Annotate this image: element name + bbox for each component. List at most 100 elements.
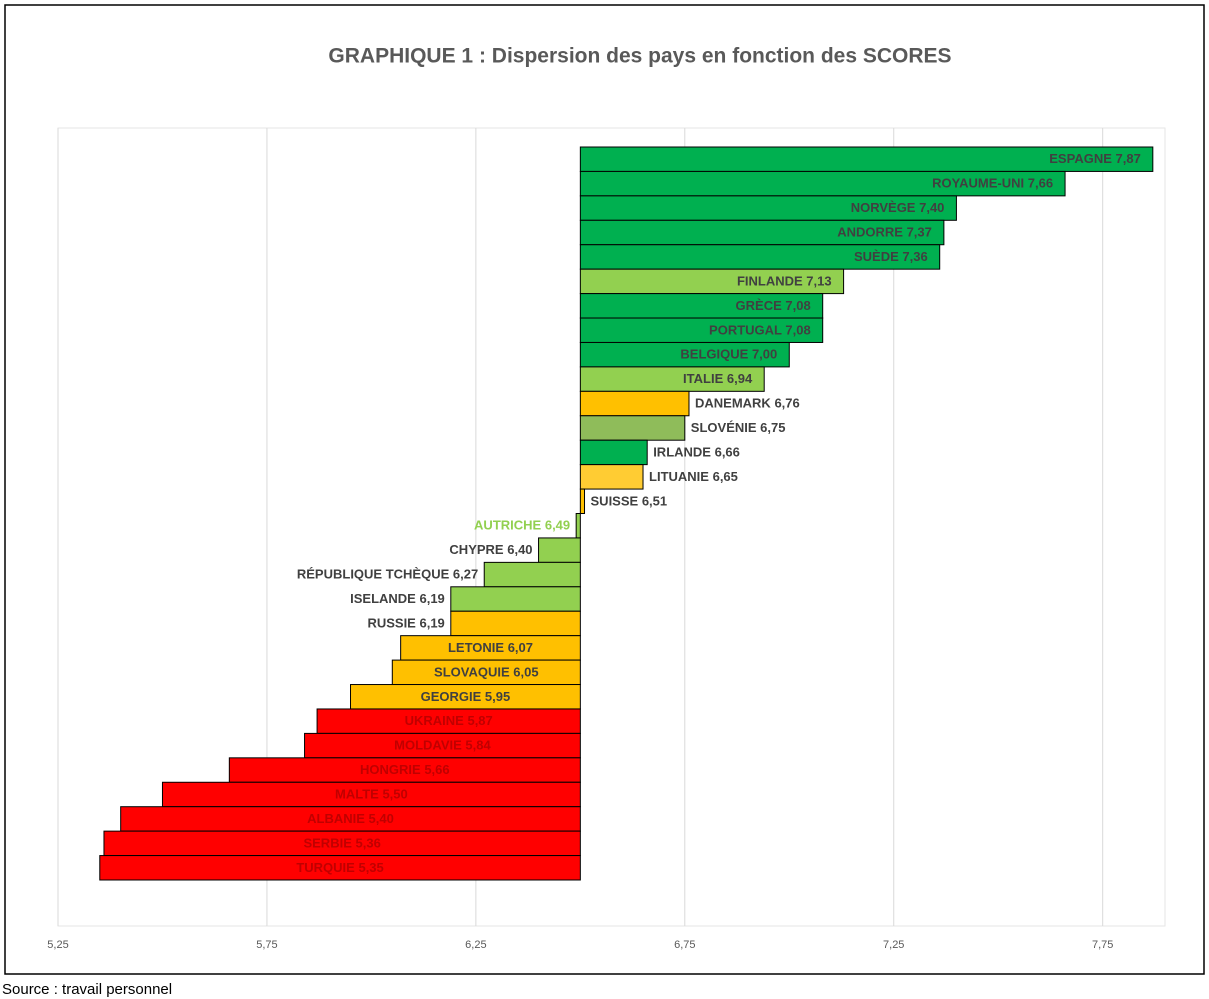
data-label-value: 6,51 bbox=[642, 494, 667, 509]
bar bbox=[579, 268, 845, 295]
data-label: TURQUIE 5,35 bbox=[296, 860, 383, 875]
bar bbox=[450, 610, 581, 637]
data-label-value: 6,07 bbox=[508, 640, 533, 655]
data-label-name: CHYPRE bbox=[449, 543, 504, 558]
data-label-name: ALBANIE bbox=[307, 811, 365, 826]
data-label-value: 6,19 bbox=[419, 591, 444, 606]
x-tick-label: 5,75 bbox=[256, 939, 277, 951]
bar bbox=[120, 806, 581, 832]
bar bbox=[579, 366, 765, 392]
data-label: IRLANDE 6,66 bbox=[653, 445, 740, 460]
data-label-value: 6,94 bbox=[727, 372, 753, 387]
data-label-value: 6,76 bbox=[774, 396, 799, 411]
data-label-value: 7,36 bbox=[902, 249, 927, 264]
data-label-name: DANEMARK bbox=[695, 396, 771, 411]
data-label-value: 7,87 bbox=[1116, 152, 1141, 167]
data-label-value: 6,27 bbox=[453, 567, 478, 582]
data-label: SERBIE 5,36 bbox=[303, 836, 380, 851]
bar bbox=[228, 757, 581, 783]
data-label-name: NORVÈGE bbox=[851, 201, 916, 216]
bar bbox=[161, 781, 581, 808]
data-label: ANDORRE 7,37 bbox=[837, 225, 932, 240]
data-label: ESPAGNE 7,87 bbox=[1049, 152, 1141, 167]
bar bbox=[304, 732, 581, 759]
data-label-value: 6,19 bbox=[419, 616, 444, 631]
data-label: RUSSIE 6,19 bbox=[367, 616, 444, 631]
bar bbox=[579, 488, 586, 515]
data-label-name: HONGRIE bbox=[360, 762, 421, 777]
x-tick-label: 5,25 bbox=[47, 939, 68, 951]
data-label-value: 5,36 bbox=[356, 836, 381, 851]
bar bbox=[575, 513, 581, 539]
data-label-name: RÉPUBLIQUE TCHÈQUE bbox=[297, 567, 450, 582]
bar bbox=[579, 244, 941, 270]
data-label: ITALIE 6,94 bbox=[683, 372, 753, 387]
data-label-value: 7,00 bbox=[752, 347, 777, 362]
data-label-name: LITUANIE bbox=[649, 469, 709, 484]
data-label: RÉPUBLIQUE TCHÈQUE 6,27 bbox=[297, 567, 478, 582]
data-label: CHYPRE 6,40 bbox=[449, 543, 532, 558]
chart-title: GRAPHIQUE 1 : Dispersion des pays en fon… bbox=[328, 45, 951, 68]
bar bbox=[579, 439, 648, 466]
bar bbox=[99, 855, 581, 881]
data-label: ALBANIE 5,40 bbox=[307, 811, 394, 826]
data-label: GRÈCE 7,08 bbox=[736, 298, 811, 313]
data-label-name: TURQUIE bbox=[296, 860, 355, 875]
data-label-value: 7,37 bbox=[907, 225, 932, 240]
data-label-value: 7,66 bbox=[1028, 176, 1053, 191]
data-label: PORTUGAL 7,08 bbox=[709, 323, 811, 338]
data-label-value: 6,75 bbox=[760, 420, 785, 435]
data-label-name: ROYAUME-UNI bbox=[932, 176, 1024, 191]
data-label: SUISSE 6,51 bbox=[591, 494, 668, 509]
data-label: SLOVÉNIE 6,75 bbox=[691, 420, 786, 435]
data-label: NORVÈGE 7,40 bbox=[851, 201, 945, 216]
data-label: UKRAINE 5,87 bbox=[405, 714, 493, 729]
data-label-value: 5,95 bbox=[485, 689, 510, 704]
data-label-value: 5,87 bbox=[467, 714, 492, 729]
bar bbox=[579, 146, 1154, 172]
data-label-name: SUÈDE bbox=[854, 249, 899, 264]
data-label-value: 7,08 bbox=[785, 298, 810, 313]
data-label-name: ISELANDE bbox=[350, 591, 416, 606]
bar bbox=[579, 341, 790, 368]
data-label-value: 5,35 bbox=[358, 860, 383, 875]
data-label-value: 7,40 bbox=[919, 201, 944, 216]
data-label-name: ESPAGNE bbox=[1049, 152, 1112, 167]
data-label-name: MALTE bbox=[335, 787, 379, 802]
bar bbox=[579, 415, 686, 441]
data-label-name: SUISSE bbox=[591, 494, 639, 509]
bar bbox=[350, 684, 581, 710]
data-label-name: RUSSIE bbox=[367, 616, 416, 631]
bar bbox=[450, 586, 581, 612]
data-label-name: IRLANDE bbox=[653, 445, 711, 460]
data-label-name: SLOVÉNIE bbox=[691, 420, 757, 435]
x-tick-label: 7,25 bbox=[883, 939, 904, 951]
data-label-value: 6,40 bbox=[507, 543, 532, 558]
data-label-value: 5,66 bbox=[424, 762, 449, 777]
data-label-value: 5,84 bbox=[465, 738, 491, 753]
data-label-value: 7,13 bbox=[806, 274, 831, 289]
data-label-name: ITALIE bbox=[683, 372, 724, 387]
data-label-name: GEORGIE bbox=[421, 689, 482, 704]
data-label: FINLANDE 7,13 bbox=[737, 274, 832, 289]
bar bbox=[579, 170, 1066, 197]
data-label-name: SLOVAQUIE bbox=[434, 665, 510, 680]
bar bbox=[579, 390, 690, 417]
data-label-name: FINLANDE bbox=[737, 274, 803, 289]
bar bbox=[579, 464, 644, 490]
data-label: HONGRIE 5,66 bbox=[360, 762, 450, 777]
data-label-name: ANDORRE bbox=[837, 225, 903, 240]
data-label-name: LETONIE bbox=[448, 640, 504, 655]
data-label-name: SERBIE bbox=[303, 836, 352, 851]
data-label: SUÈDE 7,36 bbox=[854, 249, 928, 264]
data-label: MOLDAVIE 5,84 bbox=[394, 738, 491, 753]
data-label-name: PORTUGAL bbox=[709, 323, 782, 338]
bar bbox=[316, 708, 581, 734]
bar bbox=[483, 561, 581, 588]
bar bbox=[103, 830, 581, 857]
data-label: LETONIE 6,07 bbox=[448, 640, 533, 655]
data-label: GEORGIE 5,95 bbox=[421, 689, 511, 704]
data-label: ISELANDE 6,19 bbox=[350, 591, 445, 606]
bar bbox=[579, 195, 957, 221]
